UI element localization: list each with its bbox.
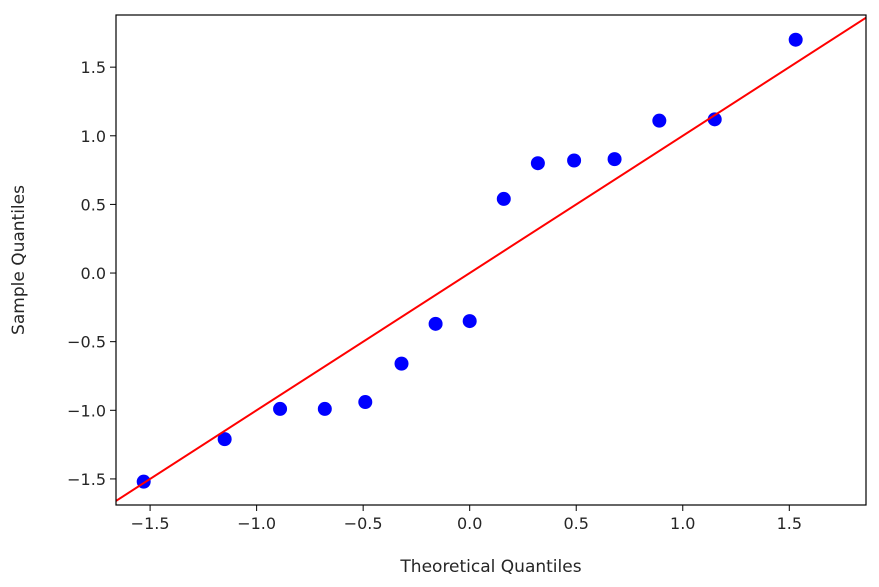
data-point [496,191,511,206]
x-tick-label: −1.0 [237,514,276,533]
data-point [217,432,232,447]
y-tick-label: −1.5 [67,470,106,489]
x-tick-label: −1.5 [131,514,170,533]
x-tick-label: 0.0 [457,514,482,533]
data-point [530,156,545,171]
data-point [394,356,409,371]
y-axis-label: Sample Quantiles [9,185,29,335]
data-point [607,152,622,167]
y-axis: −1.5 −1.0 −0.5 0.0 0.5 1.0 1.5 [67,58,116,489]
y-tick-label: −1.0 [67,401,106,420]
data-point [428,316,443,331]
y-tick-label: 0.0 [81,264,106,283]
y-tick-label: −0.5 [67,333,106,352]
data-point [707,112,722,127]
data-point [273,401,288,416]
data-point [462,314,477,329]
plot-area [116,16,866,502]
data-point [317,401,332,416]
x-tick-label: 0.5 [564,514,589,533]
y-tick-label: 1.5 [81,58,106,77]
x-axis-label: Theoretical Quantiles [399,557,581,577]
data-point [358,395,373,410]
x-tick-label: −0.5 [344,514,383,533]
data-point [788,32,803,47]
reference-line [116,16,866,502]
data-point [567,153,582,168]
y-tick-label: 0.5 [81,195,106,214]
x-tick-label: 1.5 [777,514,802,533]
plot-frame [115,14,867,506]
x-axis: −1.5 −1.0 −0.5 0.0 0.5 1.0 1.5 [131,505,802,533]
x-tick-label: 1.0 [670,514,695,533]
y-tick-label: 1.0 [81,127,106,146]
data-point [652,113,667,128]
